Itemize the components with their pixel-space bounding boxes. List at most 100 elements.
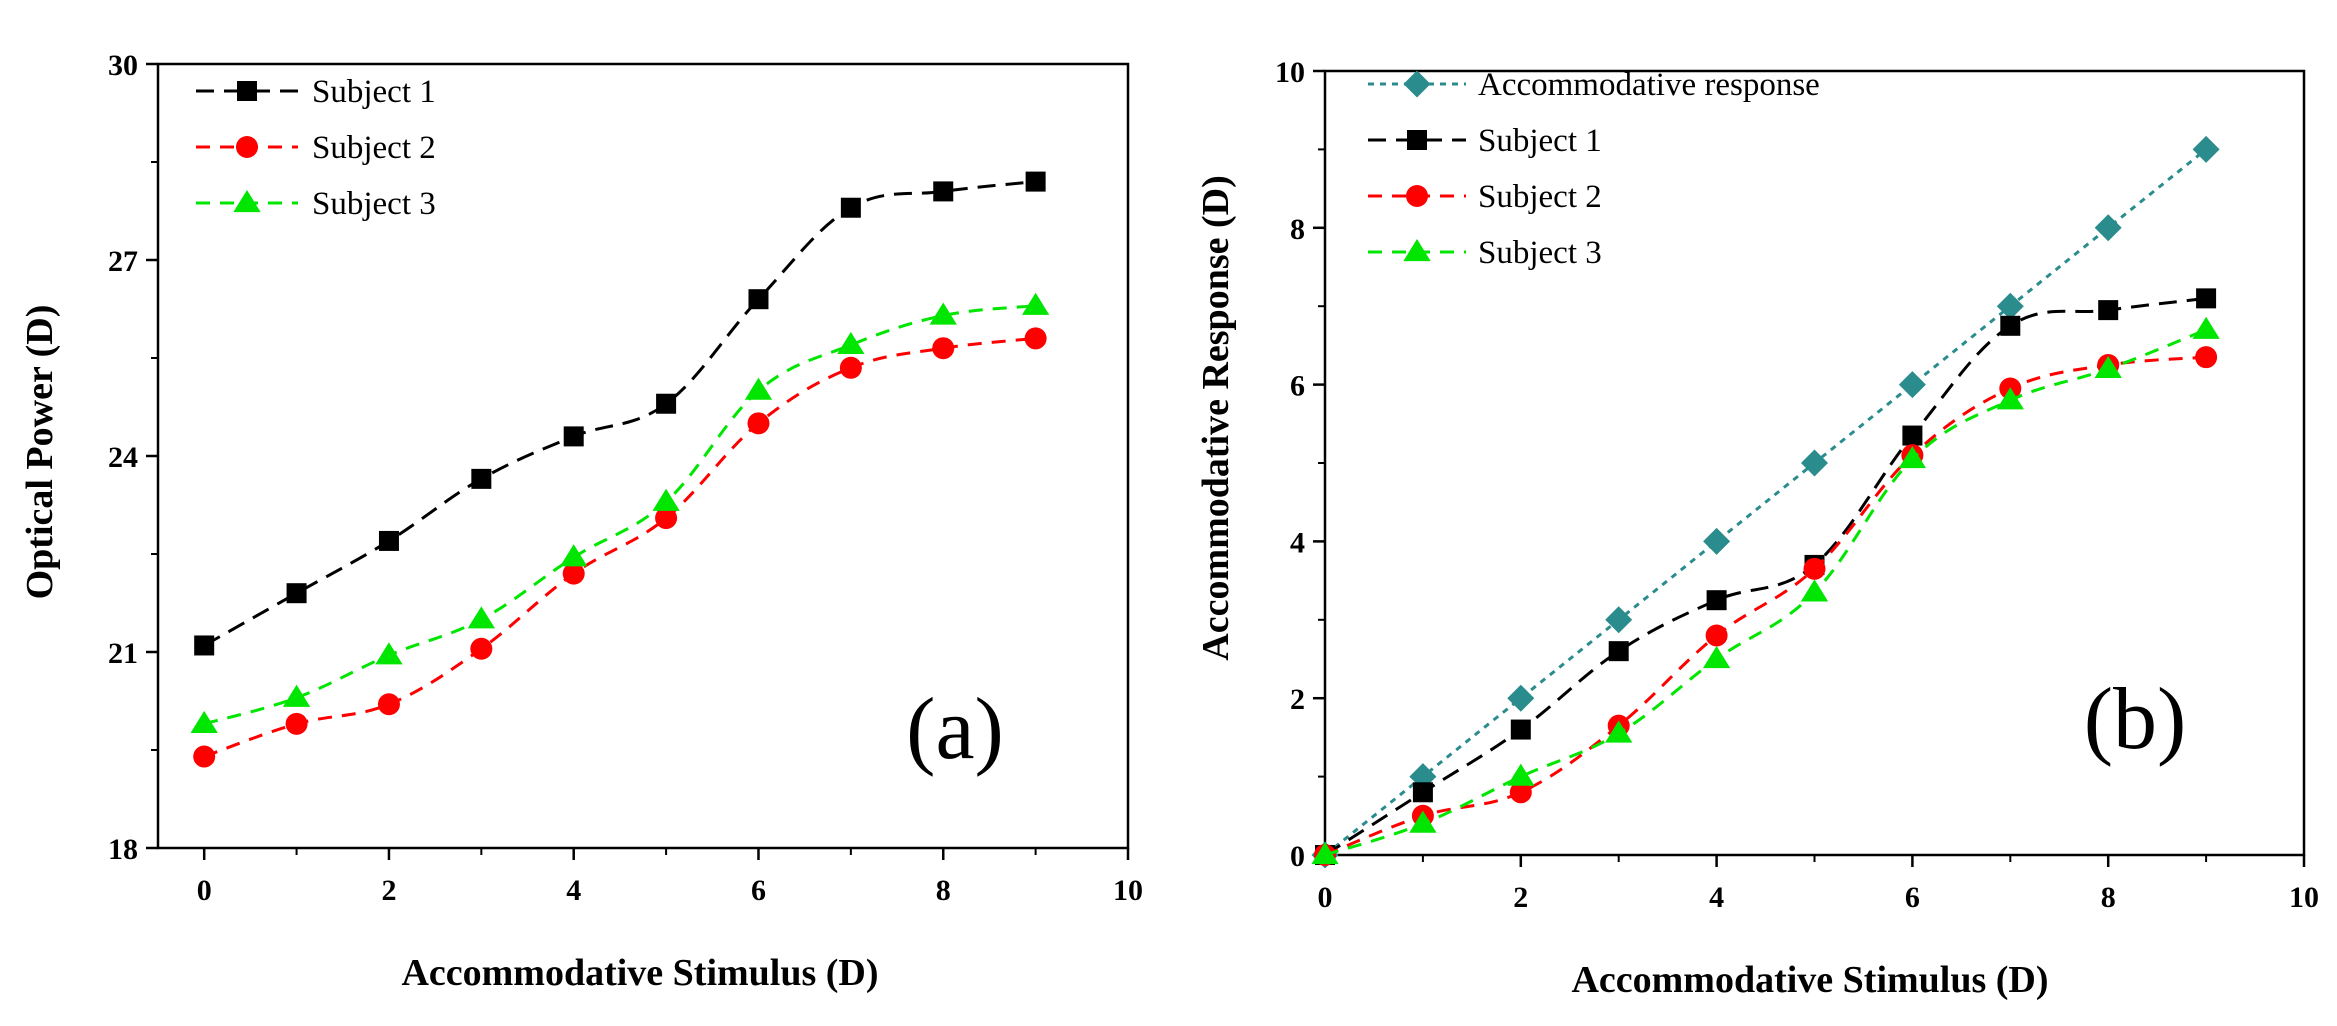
chart-b-y-tick-label: 0 — [1290, 840, 1305, 873]
chart-b-data-point — [2098, 300, 2119, 321]
chart-a-data-point — [467, 606, 495, 629]
chart-a-legend-item: Subject 3 — [196, 186, 436, 222]
chart-b-legend-label: Subject 2 — [1478, 179, 1602, 215]
chart-a-series-line — [203, 180, 1036, 647]
chart-b-data-point — [1605, 606, 1633, 634]
chart-b-legend-item: Subject 2 — [1368, 179, 1602, 215]
chart-a-y-tick-label: 27 — [108, 245, 138, 278]
chart-a-series-line — [203, 336, 1036, 758]
chart-a-legend-label: Subject 3 — [312, 186, 436, 222]
chart-a-x-tick-label: 2 — [381, 874, 396, 907]
chart-b-data-point — [1412, 782, 1433, 803]
chart-b-data-point — [1702, 646, 1731, 669]
chart-a-data-point — [193, 745, 216, 768]
chart-b-series-line — [1324, 328, 2207, 857]
chart-b-data-point — [1898, 371, 1926, 399]
chart-a-legend-marker — [237, 81, 257, 101]
chart-b-y-tick-label: 8 — [1290, 213, 1305, 246]
chart-a-legend-marker — [236, 136, 258, 158]
chart-a-data-point — [933, 181, 954, 202]
chart-b-data-point — [2094, 355, 2122, 379]
chart-b-x-tick-label: 8 — [2101, 881, 2116, 914]
chart-b-legend-item: Subject 1 — [1368, 123, 1602, 159]
chart-a-data-point — [840, 197, 861, 218]
chart-a-data-point — [190, 710, 218, 733]
chart-a-data-point — [1024, 327, 1047, 350]
chart-b-data-point — [1507, 763, 1535, 786]
chart-a-data-point — [839, 356, 862, 379]
chart-b-data-point — [1510, 719, 1531, 740]
chart-b-data-point — [1706, 590, 1727, 611]
chart-b-series-line — [1324, 296, 2207, 857]
chart-a-data-point — [652, 488, 680, 511]
chart-a-series-line — [203, 304, 1036, 726]
chart-a-data-point — [378, 530, 399, 551]
chart-b-series-2 — [1315, 288, 2217, 865]
chart-b-legend-marker — [1406, 185, 1428, 207]
chart-b-legend-marker — [1407, 130, 1427, 150]
chart-b-xlabel: Accommodative Stimulus (D) — [1571, 959, 2048, 1001]
chart-a-data-point — [748, 289, 769, 310]
chart-b: Accommodative Stimulus (D) Accommodative… — [1195, 56, 2319, 1001]
chart-b-x-tick-label: 10 — [2289, 881, 2319, 914]
chart-a-data-point — [377, 693, 400, 716]
chart-b-y-tick-label: 4 — [1290, 526, 1305, 559]
chart-b-data-point — [2192, 135, 2220, 163]
chart-a-data-point — [744, 377, 773, 400]
chart-b-legend-marker — [1403, 239, 1431, 262]
chart-b-data-point — [2195, 346, 2218, 369]
chart-a-x-tick-label: 8 — [936, 874, 951, 907]
chart-b-data-point — [1409, 810, 1437, 833]
chart-b-x-tick-label: 0 — [1318, 881, 1333, 914]
chart-b-series-4 — [1311, 316, 2220, 865]
chart-a-data-point — [562, 562, 585, 585]
chart-a-ylabel: Optical Power (D) — [19, 305, 61, 600]
chart-b-x-tick-label: 2 — [1513, 881, 1528, 914]
chart-b-data-point — [1705, 624, 1728, 647]
chart-a-data-point — [282, 684, 311, 707]
chart-b-data-point — [1803, 557, 1826, 580]
chart-b-legend-marker — [1403, 70, 1431, 98]
chart-a-legend-label: Subject 1 — [312, 74, 436, 110]
chart-a-legend-marker — [233, 190, 261, 213]
chart-a-legend-item: Subject 1 — [196, 74, 436, 110]
chart-a-legend-label: Subject 2 — [312, 130, 436, 166]
chart-a-series-2 — [193, 327, 1047, 768]
chart-b-data-point — [1996, 387, 2024, 410]
chart-a-x-tick-label: 4 — [566, 874, 581, 907]
chart-b-ylabel: Accommodative Response (D) — [1195, 175, 1237, 660]
chart-a-data-point — [563, 426, 584, 447]
chart-a-y-tick-label: 21 — [108, 637, 138, 670]
chart-b-y-tick-label: 6 — [1290, 370, 1305, 403]
chart-b-y-tick-label: 2 — [1290, 683, 1305, 716]
chart-b-data-point — [2196, 288, 2217, 309]
chart-b-series-line — [1324, 148, 2208, 857]
chart-b-data-point — [2192, 316, 2220, 339]
chart-b-data-point — [1902, 425, 1923, 446]
chart-b-data-point — [1509, 781, 1532, 804]
chart-a-data-point — [560, 544, 588, 567]
chart-b-series-line — [1324, 355, 2207, 857]
chart-b-data-point — [1996, 292, 2024, 320]
chart-b-series-3 — [1314, 346, 2218, 866]
chart-a-data-point — [194, 635, 215, 656]
chart-a-x-tick-label: 0 — [197, 874, 212, 907]
chart-a-data-point — [837, 331, 865, 355]
chart-a-data-point — [932, 337, 955, 360]
chart-a-y-tick-label: 18 — [108, 833, 138, 866]
chart-a-data-point — [470, 637, 493, 660]
chart-b-data-point — [1898, 446, 1927, 469]
chart-b-data-point — [1605, 720, 1633, 743]
chart-b-data-point — [1801, 449, 1828, 477]
chart-a-data-point — [929, 302, 957, 325]
chart-a-data-point — [471, 468, 492, 489]
chart-b-legend-label: Subject 3 — [1478, 235, 1602, 271]
chart-a-x-tick-label: 6 — [751, 874, 766, 907]
chart-a-data-point — [1025, 171, 1046, 192]
chart-a-panel-label: (a) — [906, 681, 1004, 778]
chart-b-data-point — [1608, 641, 1629, 662]
chart-a-data-point — [655, 507, 678, 530]
chart-a-y-tick-label: 24 — [108, 441, 138, 474]
chart-b-data-point — [2094, 214, 2122, 242]
chart-a-data-point — [656, 393, 677, 414]
